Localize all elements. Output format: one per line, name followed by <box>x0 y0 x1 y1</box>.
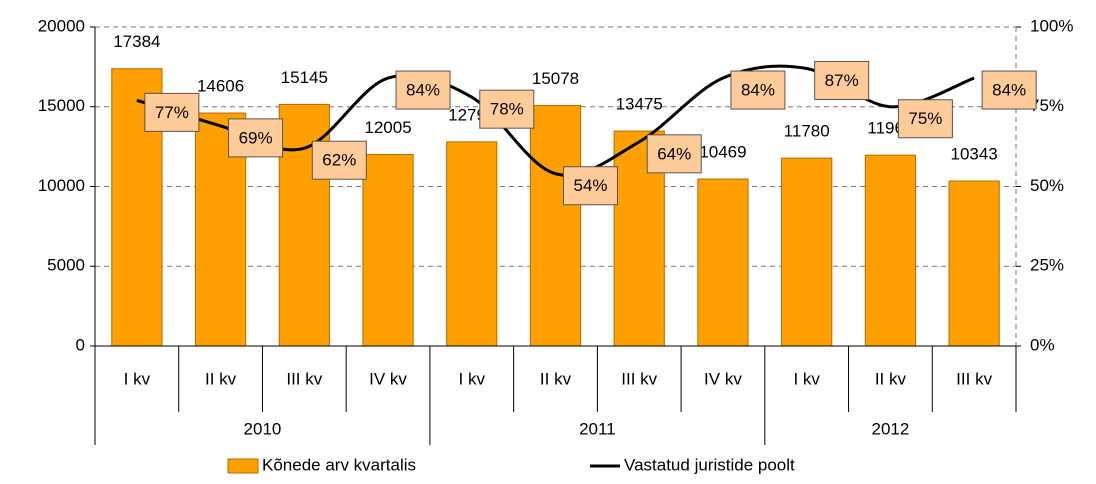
y2-tick-label: 0% <box>1030 335 1055 354</box>
value-label-box <box>897 99 953 139</box>
value-label-box <box>563 166 618 206</box>
bar <box>362 154 414 347</box>
x-tick-label: III kv <box>956 369 992 388</box>
x-tick-label: III kv <box>286 369 322 388</box>
line-value-label: 84% <box>406 81 440 100</box>
value-label-box <box>395 70 451 110</box>
x-tick-label: IV kv <box>704 369 742 388</box>
x-tick-label: I kv <box>793 369 820 388</box>
bar <box>278 103 330 347</box>
value-label-box <box>479 89 535 129</box>
group-label: 2010 <box>244 419 282 438</box>
y2-tick-label: 100% <box>1030 16 1073 35</box>
value-label-box <box>228 118 284 158</box>
y-tick-label: 5000 <box>47 256 85 275</box>
legend-label: Kõnede arv kvartalis <box>262 455 416 474</box>
value-label-box <box>144 92 200 132</box>
x-tick-label: II kv <box>875 369 907 388</box>
value-label-box <box>814 60 870 100</box>
value-label-box <box>646 134 702 174</box>
value-label-box <box>311 140 367 180</box>
bar-value-label: 11780 <box>784 122 830 141</box>
bar-value-label: 14606 <box>197 77 244 96</box>
line-value-label: 77% <box>155 103 189 122</box>
line-value-label: 69% <box>239 128 273 147</box>
y2-tick-label: 50% <box>1030 176 1064 195</box>
bar <box>529 105 582 347</box>
line-value-label: 75% <box>908 109 942 128</box>
line-value-label: 62% <box>322 151 356 170</box>
value-label-box <box>730 70 786 110</box>
bar-value-label: 17384 <box>113 32 160 51</box>
y-tick-label: 15000 <box>38 96 85 115</box>
bar-value-label: 15078 <box>532 69 579 88</box>
line-value-label: 78% <box>490 100 524 119</box>
line-value-label: 54% <box>573 176 607 195</box>
y2-tick-label: 25% <box>1030 256 1064 275</box>
y-tick-label: 10000 <box>38 176 85 195</box>
bar <box>697 178 749 347</box>
y2-tick-label: 75% <box>1030 96 1064 115</box>
bar <box>781 157 833 347</box>
line-value-label: 84% <box>992 81 1026 100</box>
bar <box>864 154 917 347</box>
bar-value-label: 12005 <box>364 118 411 137</box>
bar-value-label: 10343 <box>950 145 997 164</box>
bar-value-label: 15145 <box>281 68 328 87</box>
bar <box>948 180 1000 347</box>
line-value-label: 84% <box>741 81 775 100</box>
line-value-label: 87% <box>825 71 859 90</box>
x-tick-label: IV kv <box>369 369 407 388</box>
legend-swatch <box>227 458 259 474</box>
x-tick-label: I kv <box>459 369 486 388</box>
line-value-label: 64% <box>657 144 691 163</box>
bar-value-label: 13475 <box>616 95 663 114</box>
group-label: 2012 <box>871 419 909 438</box>
value-label-box <box>981 70 1037 110</box>
y-tick-label: 20000 <box>38 16 85 35</box>
group-label: 2011 <box>579 419 616 438</box>
legend-label: Vastatud juristide poolt <box>624 455 795 474</box>
x-tick-label: II kv <box>540 369 572 388</box>
x-tick-label: I kv <box>124 369 151 388</box>
x-tick-label: II kv <box>205 369 237 388</box>
x-tick-label: III kv <box>621 369 657 388</box>
y-tick-label: 0 <box>76 335 85 354</box>
bar-value-label: 10469 <box>699 143 746 162</box>
bar <box>446 141 498 347</box>
